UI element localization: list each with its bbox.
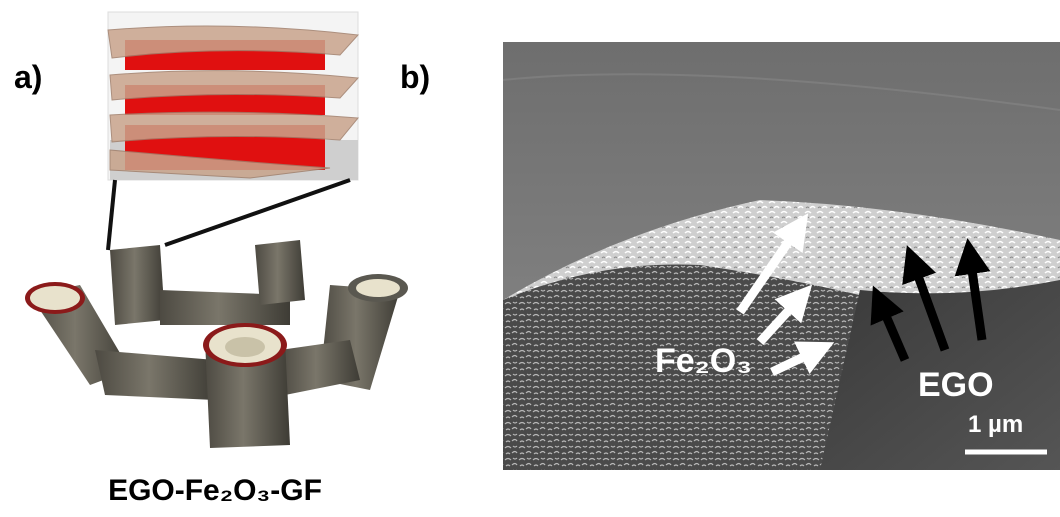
caption: EGO-Fe₂O₃-GF — [108, 474, 322, 507]
connector-line — [108, 180, 115, 250]
connector-line — [165, 180, 350, 245]
panel-label: b) — [400, 59, 430, 95]
ego-label: EGO — [918, 366, 994, 404]
panel-label: a) — [14, 59, 42, 95]
inset-illustration — [108, 12, 358, 180]
fe2o3-label: Fe₂O₃ — [655, 342, 752, 380]
graphene-foam-model — [25, 240, 408, 448]
scale-bar-label: 1 µm — [968, 411, 1023, 438]
figure: a) EGO-Fe₂O₃-GF b) — [0, 0, 1060, 512]
